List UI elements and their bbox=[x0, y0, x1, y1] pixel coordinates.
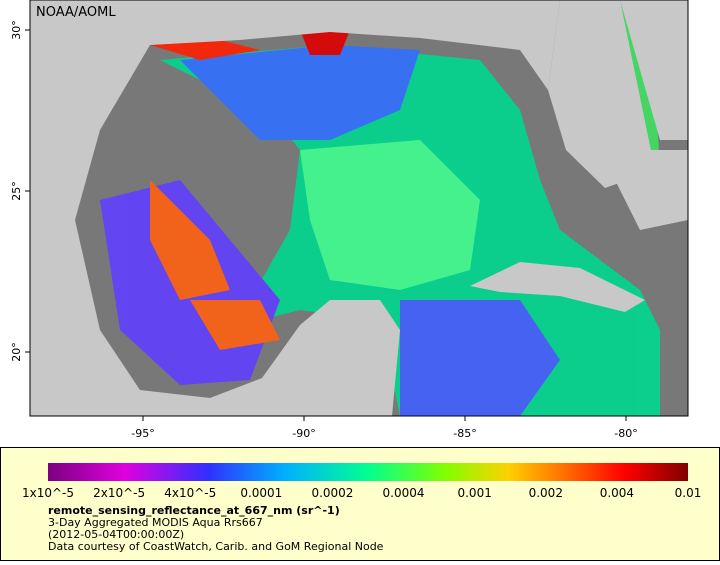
lat-axis: 30° 25° 20° bbox=[10, 20, 30, 362]
lat-tick-label: 30° bbox=[10, 20, 23, 40]
colorbar-label: 0.001 bbox=[457, 486, 491, 500]
variable-name: remote_sensing_reflectance_at_667_nm (sr… bbox=[48, 504, 340, 517]
land bbox=[30, 0, 688, 416]
legend: 1x10^-5 2x10^-5 4x10^-5 0.0001 0.0002 0.0004 0… bbox=[0, 447, 720, 561]
colorbar-label: 0.0001 bbox=[240, 486, 282, 500]
lon-axis: -95° -90° -85° -80° bbox=[131, 416, 638, 440]
legend-line: Data courtesy of CoastWatch, Carib. and … bbox=[48, 540, 384, 553]
colorbar-label: 0.004 bbox=[600, 486, 634, 500]
colorbar-label: 2x10^-5 bbox=[93, 486, 145, 500]
map-frame bbox=[29, 0, 689, 417]
colorbar bbox=[48, 463, 688, 481]
lat-tick-label: 25° bbox=[10, 181, 23, 201]
map-credit: NOAA/AOML bbox=[36, 5, 116, 20]
legend-lines: 3-Day Aggregated MODIS Aqua Rrs667(2012-… bbox=[48, 516, 384, 553]
colorbar-label: 1x10^-5 bbox=[22, 486, 74, 500]
lon-tick-label: -85° bbox=[453, 427, 476, 440]
lon-tick-label: -95° bbox=[131, 427, 154, 440]
colorbar-label: 0.0004 bbox=[383, 486, 425, 500]
colorbar-label: 0.002 bbox=[529, 486, 563, 500]
map: NOAA/AOML -95° -90° -85° -80° 30° 25° 20° bbox=[10, 0, 689, 440]
lat-tick-label: 20° bbox=[10, 342, 23, 362]
colorbar-label: 0.0002 bbox=[311, 486, 353, 500]
legend-line: (2012-05-04T00:00:00Z) bbox=[48, 528, 184, 541]
colorbar-label: 0.01 bbox=[675, 486, 702, 500]
legend-line: 3-Day Aggregated MODIS Aqua Rrs667 bbox=[48, 516, 263, 529]
lon-tick-label: -90° bbox=[292, 427, 315, 440]
colorbar-label: 4x10^-5 bbox=[164, 486, 216, 500]
lon-tick-label: -80° bbox=[614, 427, 637, 440]
colorbar-labels: 1x10^-5 2x10^-5 4x10^-5 0.0001 0.0002 0.0004 0… bbox=[22, 486, 701, 500]
